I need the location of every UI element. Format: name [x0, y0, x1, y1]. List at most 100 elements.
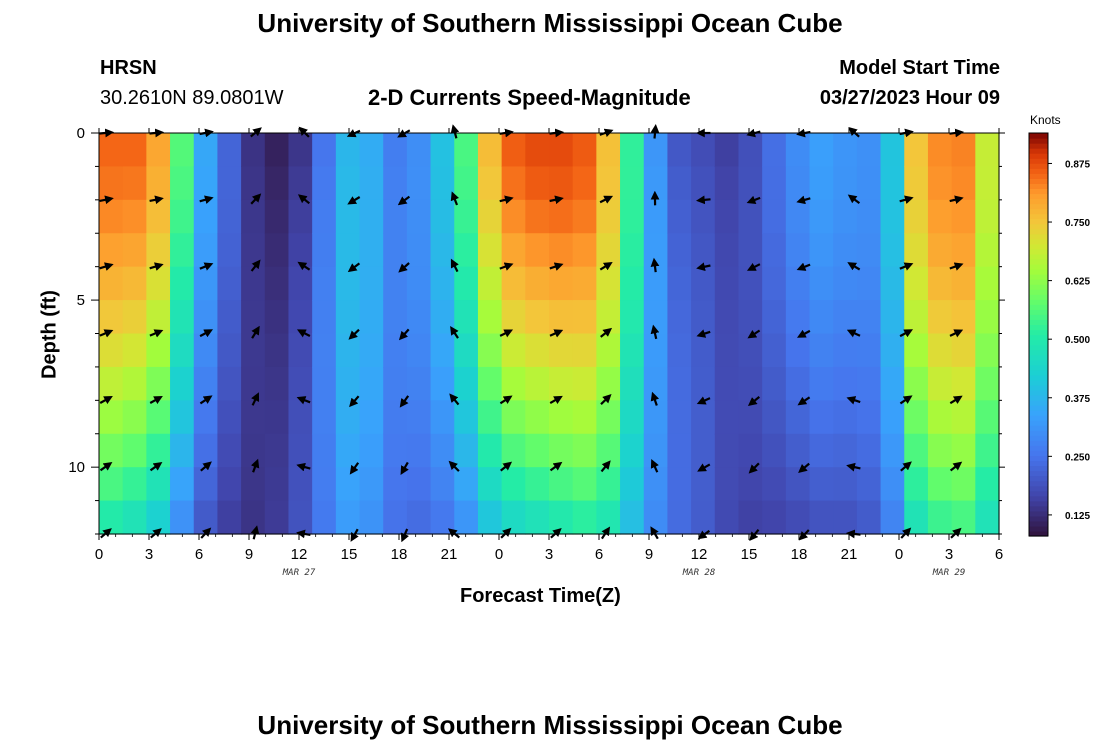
heat-cell: [691, 133, 716, 168]
heat-cell: [477, 500, 503, 535]
heat-cell: [738, 333, 763, 368]
heat-cell: [312, 266, 337, 301]
heat-cell: [170, 266, 195, 301]
heat-cell: [572, 366, 597, 401]
heat-cell: [146, 333, 171, 368]
heat-cell: [501, 500, 526, 535]
colorbar-segment: [1029, 455, 1048, 462]
heat-cell: [146, 199, 171, 234]
current-arrow: [899, 329, 914, 338]
heat-cell: [477, 433, 503, 468]
heat-cell: [785, 166, 811, 201]
heat-cell: [264, 266, 290, 301]
heat-cell: [596, 467, 621, 502]
heat-cell: [264, 400, 290, 435]
current-arrow: [600, 394, 612, 405]
colorbar-segment: [1029, 495, 1048, 502]
colorbar-segment: [1029, 460, 1048, 467]
heat-cell: [927, 199, 953, 234]
current-arrow: [99, 461, 113, 472]
heat-cell: [620, 400, 645, 435]
x-axis-label: Forecast Time(Z): [460, 585, 621, 607]
heat-cell: [146, 166, 171, 201]
current-arrow: [199, 195, 214, 204]
current-arrow: [296, 329, 311, 338]
heat-cell: [122, 199, 147, 234]
heat-cell: [951, 199, 976, 234]
current-arrow: [400, 461, 409, 475]
colorbar-segment: [1029, 178, 1048, 184]
current-arrow: [450, 325, 459, 339]
heat-cell: [312, 133, 337, 168]
colorbar-segment: [1029, 430, 1048, 436]
heat-cell: [335, 166, 361, 201]
heat-cell: [880, 500, 905, 535]
colorbar-frame: [1028, 132, 1049, 537]
heat-cell: [170, 199, 195, 234]
heat-cell: [738, 366, 763, 401]
heat-cell: [572, 500, 597, 535]
heat-cell: [264, 199, 290, 234]
colorbar-segment: [1029, 274, 1048, 280]
heat-cell: [880, 467, 905, 502]
current-arrow: [499, 329, 514, 338]
heat-cell: [785, 467, 811, 502]
heat-cell: [809, 166, 834, 201]
colorbar-segment: [1029, 208, 1048, 215]
heat-cell: [643, 400, 669, 435]
heat-cell: [454, 233, 479, 268]
colorbar-segment: [1029, 193, 1048, 200]
heat-cell: [738, 166, 763, 201]
heat-cell: [714, 433, 740, 468]
heat-cell: [99, 366, 124, 401]
current-arrow: [500, 461, 513, 472]
heat-cell: [501, 133, 526, 168]
current-arrow: [696, 329, 711, 338]
heat-cell: [501, 166, 526, 201]
colorbar-segment: [1029, 314, 1048, 320]
colorbar-segment: [1029, 289, 1048, 295]
heat-cell: [430, 433, 455, 468]
colorbar-segment: [1029, 349, 1048, 356]
colorbar-segment: [1029, 279, 1048, 285]
heat-cell: [525, 333, 550, 368]
colorbar-segment: [1029, 203, 1048, 210]
heat-cell: [951, 366, 976, 401]
heat-cell: [880, 366, 905, 401]
heat-cell: [809, 233, 834, 268]
current-arrow: [499, 195, 514, 205]
heat-cell: [596, 233, 621, 268]
heat-cell: [525, 433, 550, 468]
heat-cell: [549, 366, 574, 401]
heat-cell: [122, 300, 147, 335]
heat-cell: [359, 166, 384, 201]
heat-cell: [264, 433, 290, 468]
colorbar-segment: [1029, 248, 1048, 255]
heat-cell: [643, 333, 669, 368]
heat-cell: [691, 333, 716, 368]
heat-cell: [406, 233, 432, 268]
current-arrow: [199, 395, 213, 405]
current-arrow: [600, 327, 613, 338]
heat-cell: [454, 166, 479, 201]
colorbar-segment: [1029, 435, 1048, 441]
heat-cell: [454, 133, 479, 168]
heat-cell: [312, 233, 337, 268]
colorbar-segment: [1029, 520, 1048, 527]
heat-cell: [643, 500, 669, 535]
heat-cell: [809, 500, 834, 535]
heat-cell: [288, 400, 313, 435]
y-tick-label: 10: [68, 459, 85, 476]
colorbar-segment: [1029, 228, 1048, 235]
heat-cell: [975, 233, 1000, 268]
heat-cell: [572, 166, 597, 201]
heat-cell: [359, 400, 384, 435]
heat-cell: [193, 433, 219, 468]
heat-cell: [454, 400, 479, 435]
station-coordinates: 30.2610N 89.0801W: [100, 87, 284, 109]
heat-cell: [667, 199, 692, 234]
colorbar-segment: [1029, 379, 1048, 386]
heat-cell: [288, 467, 313, 502]
heat-cell: [620, 300, 645, 335]
colorbar-segment: [1029, 374, 1048, 381]
